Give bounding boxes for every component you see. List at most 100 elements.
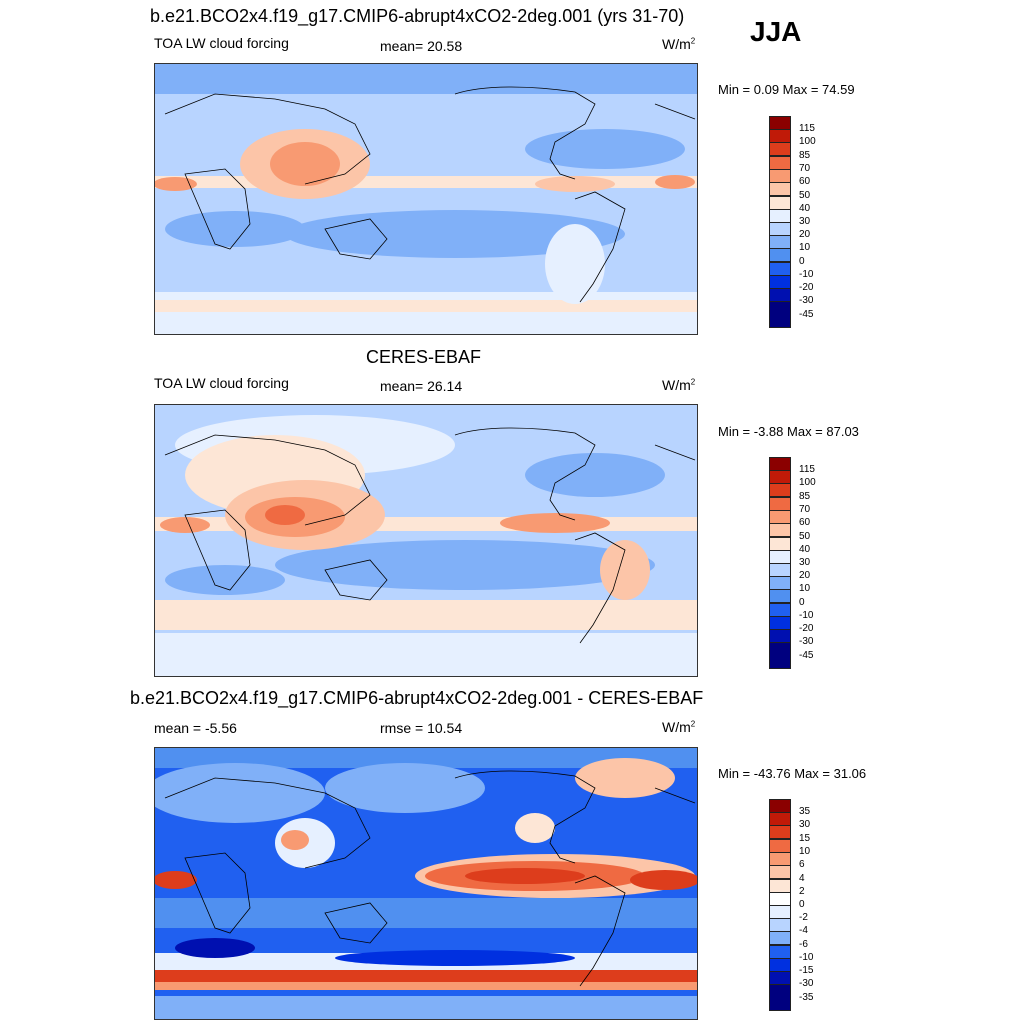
panel3-colorbar: 35 30 15 10 6 4 2 0 -2 -4 -6 -10 -15 -30… xyxy=(769,799,829,1011)
colorbar-tick: 2 xyxy=(799,886,805,897)
colorbar-swatch xyxy=(769,235,791,249)
colorbar-swatch xyxy=(769,169,791,183)
colorbar-tick: -10 xyxy=(799,610,814,621)
colorbar-swatch xyxy=(769,196,791,210)
colorbar-tick: 100 xyxy=(799,136,816,147)
panel3-minmax: Min = -43.76 Max = 31.06 xyxy=(718,766,867,781)
panel1-mean-label: mean= 20.58 xyxy=(380,38,463,54)
colorbar-tick: 50 xyxy=(799,531,811,542)
colorbar-swatch xyxy=(769,865,791,879)
colorbar-tick: 6 xyxy=(799,859,805,870)
colorbar-tick: 10 xyxy=(799,846,811,857)
panel2-units: W/m2 xyxy=(662,377,696,393)
colorbar-tick: 30 xyxy=(799,216,811,227)
colorbar-swatch xyxy=(769,905,791,919)
colorbar-tick: -15 xyxy=(799,965,814,976)
colorbar-tick: 0 xyxy=(799,256,805,267)
colorbar-tick: 30 xyxy=(799,557,811,568)
colorbar-tick: 70 xyxy=(799,163,811,174)
colorbar-tick: 85 xyxy=(799,150,811,161)
colorbar-swatch xyxy=(769,879,791,893)
colorbar-swatch xyxy=(769,603,791,617)
colorbar-swatch xyxy=(769,129,791,143)
colorbar-tick: 10 xyxy=(799,583,811,594)
colorbar-tick: 4 xyxy=(799,873,805,884)
colorbar-tick: -30 xyxy=(799,295,814,306)
colorbar-swatch xyxy=(769,971,791,985)
panel1-title: b.e21.BCO2x4.f19_g17.CMIP6-abrupt4xCO2-2… xyxy=(150,6,685,26)
colorbar-swatch xyxy=(769,288,791,302)
panel2-minmax: Min = -3.88 Max = 87.03 xyxy=(718,424,859,439)
colorbar-swatch xyxy=(769,142,791,156)
colorbar-tick: -35 xyxy=(799,992,814,1003)
panel1-units: W/m2 xyxy=(662,36,696,52)
colorbar-tick: -20 xyxy=(799,623,814,634)
colorbar-swatch xyxy=(769,918,791,932)
colorbar-tick: -4 xyxy=(799,925,808,936)
colorbar-swatch xyxy=(769,523,791,537)
colorbar-swatch xyxy=(769,945,791,959)
panel2-title: CERES-EBAF xyxy=(366,347,482,367)
colorbar-swatch xyxy=(769,958,791,972)
colorbar-swatch xyxy=(769,931,791,945)
panel3-rmse-label: rmse = 10.54 xyxy=(380,720,463,736)
colorbar-swatch xyxy=(769,576,791,590)
panel2-colorbar: 115 100 85 70 60 50 40 30 20 10 0 -10 -2… xyxy=(769,457,829,669)
colorbar-tick: 0 xyxy=(799,597,805,608)
colorbar-tick: -20 xyxy=(799,282,814,293)
colorbar-swatch xyxy=(769,812,791,826)
colorbar-tick: 35 xyxy=(799,806,811,817)
colorbar-tick: 15 xyxy=(799,833,811,844)
colorbar-swatch xyxy=(769,116,791,130)
colorbar-swatch xyxy=(769,852,791,866)
colorbar-swatch xyxy=(769,642,791,669)
panel3-mean-label: mean = -5.56 xyxy=(154,720,237,736)
panel1-minmax: Min = 0.09 Max = 74.59 xyxy=(718,82,855,97)
colorbar-tick: -10 xyxy=(799,952,814,963)
colorbar-tick: 20 xyxy=(799,229,811,240)
colorbar-tick: -6 xyxy=(799,939,808,950)
colorbar-swatch xyxy=(769,616,791,630)
colorbar-tick: 100 xyxy=(799,477,816,488)
panel2-map xyxy=(154,404,698,677)
colorbar-swatch xyxy=(769,457,791,471)
season-label: JJA xyxy=(750,16,802,47)
colorbar-tick: -30 xyxy=(799,978,814,989)
colorbar-swatch xyxy=(769,839,791,853)
panel3-units: W/m2 xyxy=(662,719,696,735)
panel3-map xyxy=(154,747,698,1020)
colorbar-tick: 0 xyxy=(799,899,805,910)
colorbar-swatch xyxy=(769,182,791,196)
colorbar-swatch xyxy=(769,563,791,577)
colorbar-swatch xyxy=(769,510,791,524)
colorbar-tick: 10 xyxy=(799,242,811,253)
colorbar-swatch xyxy=(769,222,791,236)
colorbar-swatch xyxy=(769,275,791,289)
colorbar-swatch xyxy=(769,825,791,839)
colorbar-swatch xyxy=(769,209,791,223)
panel1-colorbar: 115 100 85 70 60 50 40 30 20 10 0 -10 -2… xyxy=(769,116,829,328)
panel1-variable-label: TOA LW cloud forcing xyxy=(154,35,289,51)
panel1-map xyxy=(154,63,698,335)
colorbar-swatch xyxy=(769,262,791,276)
colorbar-tick: 115 xyxy=(799,464,815,475)
panel2-mean-label: mean= 26.14 xyxy=(380,378,463,394)
colorbar-tick: 30 xyxy=(799,819,811,830)
colorbar-tick: 60 xyxy=(799,176,811,187)
colorbar-swatch xyxy=(769,470,791,484)
colorbar-tick: 115 xyxy=(799,123,815,134)
colorbar-swatch xyxy=(769,537,791,551)
colorbar-swatch xyxy=(769,156,791,170)
colorbar-swatch xyxy=(769,892,791,906)
colorbar-swatch xyxy=(769,248,791,262)
colorbar-tick: -45 xyxy=(799,309,814,320)
colorbar-tick: 60 xyxy=(799,517,811,528)
colorbar-swatch xyxy=(769,497,791,511)
colorbar-swatch xyxy=(769,984,791,1011)
colorbar-tick: 40 xyxy=(799,203,811,214)
colorbar-tick: -30 xyxy=(799,636,814,647)
panel2-variable-label: TOA LW cloud forcing xyxy=(154,375,289,391)
colorbar-swatch xyxy=(769,799,791,813)
colorbar-tick: 20 xyxy=(799,570,811,581)
colorbar-swatch xyxy=(769,550,791,564)
